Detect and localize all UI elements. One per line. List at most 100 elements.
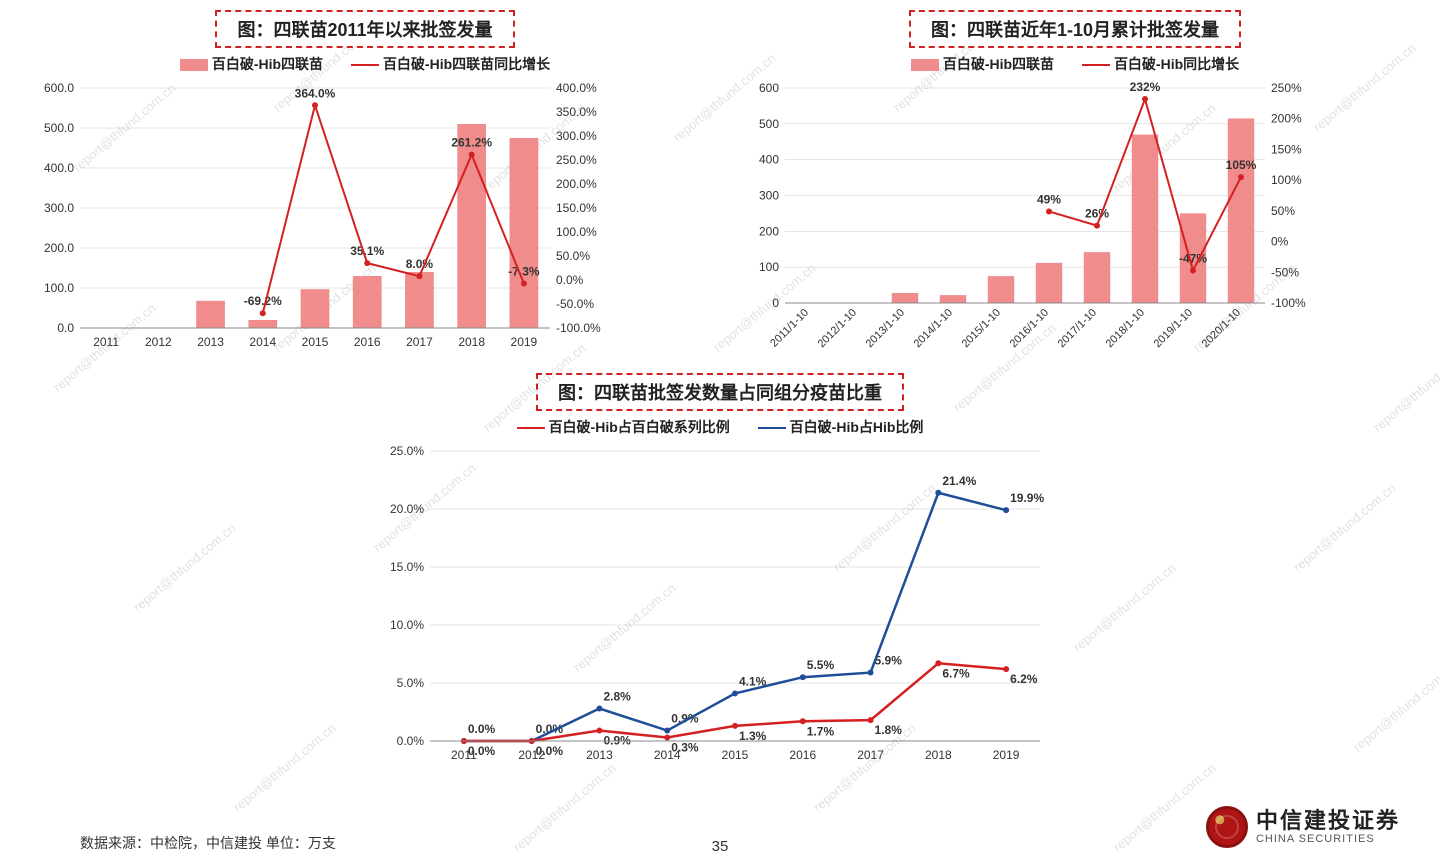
svg-text:200%: 200% bbox=[1271, 112, 1302, 126]
logo-icon bbox=[1206, 806, 1248, 848]
svg-text:100: 100 bbox=[759, 260, 779, 274]
chart2-svg: 0100200300400500600-100%-50%0%50%100%150… bbox=[730, 78, 1320, 358]
page-number: 35 bbox=[712, 838, 729, 855]
svg-text:2018/1-10: 2018/1-10 bbox=[1104, 307, 1148, 351]
top-row: 图：四联苗2011年以来批签发量 百白破-Hib四联苗 百白破-Hib四联苗同比… bbox=[0, 0, 1440, 363]
svg-text:26%: 26% bbox=[1085, 207, 1109, 221]
chart1-title-wrap: 图：四联苗2011年以来批签发量 bbox=[20, 10, 710, 48]
chart1-legend-line: 百白破-Hib四联苗同比增长 bbox=[351, 56, 550, 72]
svg-text:2.8%: 2.8% bbox=[603, 690, 631, 704]
svg-text:150%: 150% bbox=[1271, 142, 1302, 156]
svg-text:2012: 2012 bbox=[145, 335, 172, 349]
svg-text:100%: 100% bbox=[1271, 173, 1302, 187]
svg-text:100.0%: 100.0% bbox=[556, 225, 597, 239]
svg-text:5.9%: 5.9% bbox=[875, 654, 903, 668]
svg-text:2020/1-10: 2020/1-10 bbox=[1200, 307, 1244, 351]
svg-text:200.0: 200.0 bbox=[44, 241, 74, 255]
page: report@thfund.com.cnreport@thfund.com.cn… bbox=[0, 0, 1440, 863]
svg-text:350.0%: 350.0% bbox=[556, 105, 597, 119]
svg-text:6.7%: 6.7% bbox=[942, 666, 970, 680]
svg-text:10.0%: 10.0% bbox=[390, 618, 424, 632]
svg-text:2013: 2013 bbox=[197, 335, 224, 349]
svg-text:25.0%: 25.0% bbox=[390, 444, 424, 458]
bottom-row: 图：四联苗批签发数量占同组分疫苗比重 百白破-Hib占百白破系列比例 百白破-H… bbox=[0, 373, 1440, 776]
svg-text:2017: 2017 bbox=[857, 748, 884, 762]
svg-text:0.0: 0.0 bbox=[57, 321, 74, 335]
svg-text:35.1%: 35.1% bbox=[350, 244, 384, 258]
svg-text:2015: 2015 bbox=[722, 748, 749, 762]
svg-text:0: 0 bbox=[772, 296, 779, 310]
svg-text:150.0%: 150.0% bbox=[556, 201, 597, 215]
chart3-legend: 百白破-Hib占百白破系列比例 百白破-Hib占Hib比例 bbox=[0, 417, 1440, 437]
svg-text:2019: 2019 bbox=[993, 748, 1020, 762]
svg-text:-100%: -100% bbox=[1271, 296, 1306, 310]
chart1-svg: 0.0100.0200.0300.0400.0500.0600.0-100.0%… bbox=[20, 78, 610, 358]
chart3-legend-red: 百白破-Hib占百白破系列比例 bbox=[517, 419, 730, 435]
svg-text:2016: 2016 bbox=[354, 335, 381, 349]
svg-text:-50%: -50% bbox=[1271, 265, 1299, 279]
svg-text:500.0: 500.0 bbox=[44, 121, 74, 135]
svg-text:2017/1-10: 2017/1-10 bbox=[1056, 307, 1100, 351]
svg-text:-50.0%: -50.0% bbox=[556, 297, 594, 311]
svg-text:400.0: 400.0 bbox=[44, 161, 74, 175]
svg-text:20.0%: 20.0% bbox=[390, 502, 424, 516]
svg-text:49%: 49% bbox=[1037, 192, 1061, 206]
svg-text:8.0%: 8.0% bbox=[406, 257, 434, 271]
svg-text:6.2%: 6.2% bbox=[1010, 672, 1038, 686]
svg-text:100.0: 100.0 bbox=[44, 281, 74, 295]
chart3-title: 图：四联苗批签发数量占同组分疫苗比重 bbox=[536, 373, 904, 411]
svg-text:2017: 2017 bbox=[406, 335, 433, 349]
chart2-title-wrap: 图：四联苗近年1-10月累计批签发量 bbox=[730, 10, 1420, 48]
svg-text:300.0%: 300.0% bbox=[556, 129, 597, 143]
logo-cn: 中信建投证券 bbox=[1256, 809, 1400, 833]
chart2-legend-line: 百白破-Hib同比增长 bbox=[1082, 56, 1239, 72]
svg-text:15.0%: 15.0% bbox=[390, 560, 424, 574]
svg-text:2016: 2016 bbox=[789, 748, 816, 762]
logo-text: 中信建投证券 CHINA SECURITIES bbox=[1256, 809, 1400, 845]
svg-text:1.8%: 1.8% bbox=[875, 723, 903, 737]
chart2-box: 图：四联苗近年1-10月累计批签发量 百白破-Hib四联苗 百白破-Hib同比增… bbox=[730, 10, 1420, 363]
svg-text:-69.2%: -69.2% bbox=[244, 294, 282, 308]
logo-en: CHINA SECURITIES bbox=[1256, 833, 1400, 845]
svg-text:0.0%: 0.0% bbox=[468, 722, 496, 736]
svg-text:2019: 2019 bbox=[511, 335, 538, 349]
svg-text:0.0%: 0.0% bbox=[536, 744, 564, 758]
svg-text:-47%: -47% bbox=[1179, 251, 1207, 265]
svg-text:-7.3%: -7.3% bbox=[508, 265, 540, 279]
svg-text:200.0%: 200.0% bbox=[556, 177, 597, 191]
svg-text:2018: 2018 bbox=[458, 335, 485, 349]
svg-text:0.0%: 0.0% bbox=[468, 744, 496, 758]
svg-text:500: 500 bbox=[759, 117, 779, 131]
chart1-legend: 百白破-Hib四联苗 百白破-Hib四联苗同比增长 bbox=[20, 54, 710, 74]
svg-text:2013/1-10: 2013/1-10 bbox=[864, 307, 908, 351]
chart2-title: 图：四联苗近年1-10月累计批签发量 bbox=[909, 10, 1241, 48]
svg-text:600: 600 bbox=[759, 81, 779, 95]
svg-text:-100.0%: -100.0% bbox=[556, 321, 601, 335]
svg-text:0.9%: 0.9% bbox=[671, 712, 699, 726]
svg-text:0.0%: 0.0% bbox=[556, 273, 584, 287]
svg-text:364.0%: 364.0% bbox=[295, 86, 336, 100]
svg-text:2018: 2018 bbox=[925, 748, 952, 762]
svg-text:2014/1-10: 2014/1-10 bbox=[912, 307, 956, 351]
svg-text:2011/1-10: 2011/1-10 bbox=[768, 307, 811, 350]
footer-source: 数据来源：中检院，中信建投 单位：万支 bbox=[80, 833, 336, 853]
svg-text:105%: 105% bbox=[1226, 158, 1257, 172]
svg-text:2013: 2013 bbox=[586, 748, 613, 762]
svg-text:2012/1-10: 2012/1-10 bbox=[816, 307, 860, 351]
svg-text:1.7%: 1.7% bbox=[807, 724, 835, 738]
svg-text:261.2%: 261.2% bbox=[451, 136, 492, 150]
chart2-legend-bar: 百白破-Hib四联苗 bbox=[911, 56, 1054, 72]
chart3-legend-blue: 百白破-Hib占Hib比例 bbox=[758, 419, 924, 435]
svg-text:250.0%: 250.0% bbox=[556, 153, 597, 167]
svg-text:400.0%: 400.0% bbox=[556, 81, 597, 95]
svg-text:19.9%: 19.9% bbox=[1010, 491, 1044, 505]
svg-text:2015/1-10: 2015/1-10 bbox=[960, 307, 1004, 351]
logo: 中信建投证券 CHINA SECURITIES bbox=[1206, 806, 1400, 848]
svg-text:0.3%: 0.3% bbox=[671, 741, 699, 755]
svg-text:21.4%: 21.4% bbox=[942, 474, 976, 488]
svg-text:300.0: 300.0 bbox=[44, 201, 74, 215]
svg-text:5.0%: 5.0% bbox=[397, 676, 425, 690]
svg-text:5.5%: 5.5% bbox=[807, 658, 835, 672]
svg-text:0%: 0% bbox=[1271, 235, 1289, 249]
svg-text:232%: 232% bbox=[1130, 80, 1161, 94]
